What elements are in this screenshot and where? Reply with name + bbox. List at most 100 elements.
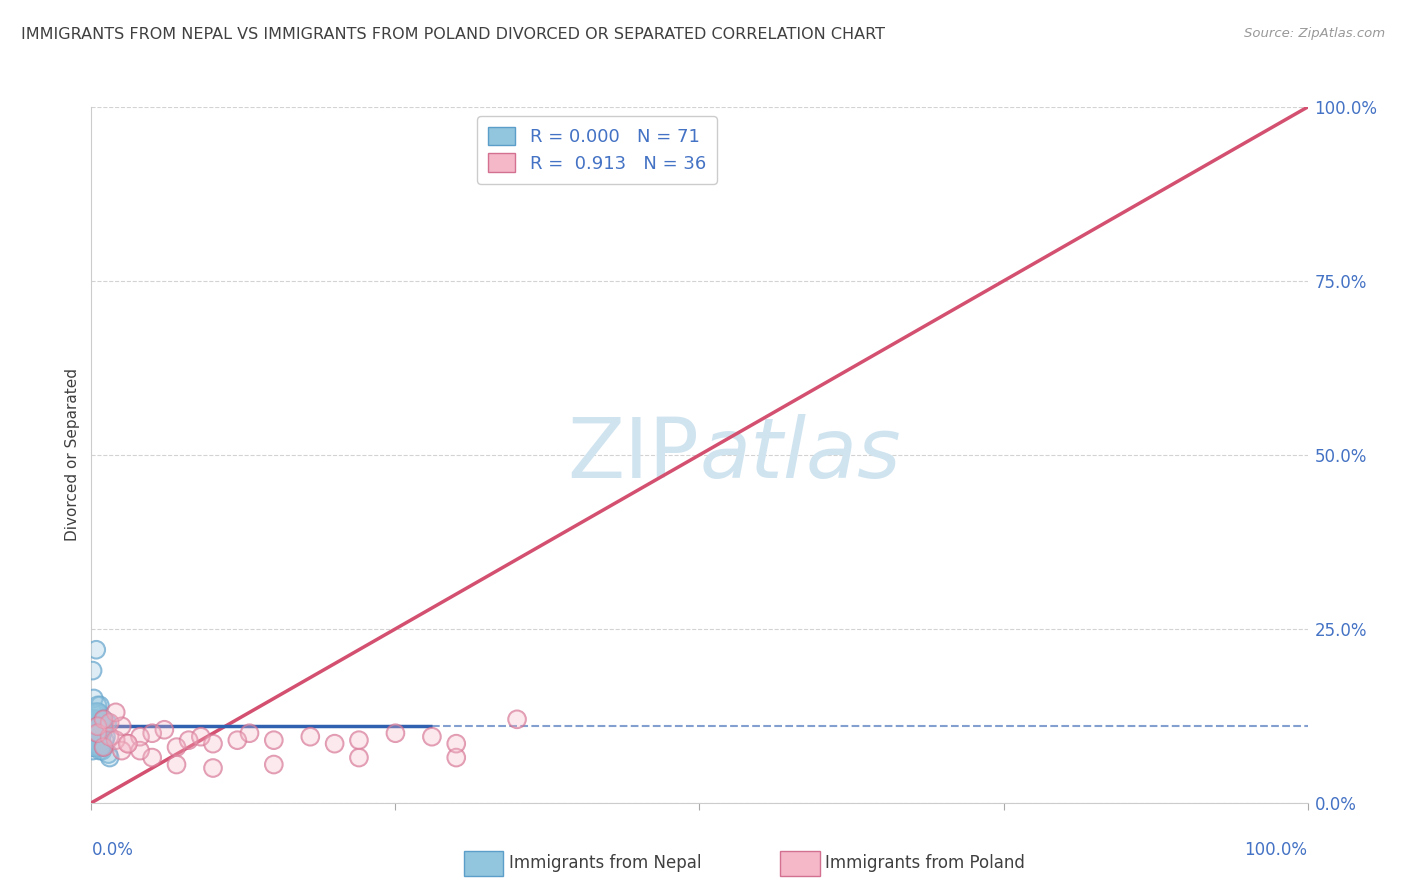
Point [384,726,406,740]
Point [91,726,114,740]
Point [93,712,115,726]
Point [98,730,121,744]
Point [89,698,111,713]
Point [299,730,322,744]
Point [83,733,105,747]
Point [86,706,108,720]
Point [86,730,108,744]
Point [84,733,107,747]
Point [117,737,139,751]
Point [96,715,118,730]
Point [89,740,111,755]
Point [190,730,212,744]
Point [93,740,115,755]
Point [84,737,107,751]
Point [506,712,529,726]
Point [91,719,114,733]
Point [89,744,111,758]
Point [83,726,105,740]
Point [347,733,370,747]
Point [90,719,112,733]
Point [87,726,110,740]
Point [238,726,260,740]
Point [111,719,134,733]
Point [166,740,188,755]
Point [82,706,104,720]
Point [89,712,111,726]
Point [90,733,112,747]
Point [83,726,105,740]
Point [84,719,107,733]
Point [104,733,127,747]
Point [83,740,105,755]
Point [90,733,112,747]
Point [84,715,107,730]
Point [84,719,107,733]
Point [89,712,111,726]
Point [153,723,176,737]
Point [82,740,104,755]
Point [84,719,107,733]
Point [89,744,111,758]
Point [444,750,467,764]
Point [82,726,104,740]
Point [129,744,152,758]
Point [129,744,152,758]
Point [86,719,108,733]
Point [82,706,104,720]
Point [84,719,107,733]
Point [83,740,105,755]
Point [91,712,114,726]
Point [87,737,110,751]
Point [84,733,107,747]
Point [83,726,105,740]
Point [91,726,114,740]
Point [90,740,112,755]
Point [104,733,127,747]
Point [444,737,467,751]
Point [86,719,108,733]
Point [91,712,114,726]
Point [226,733,249,747]
Y-axis label: Divorced or Separated: Divorced or Separated [65,368,80,541]
Point [91,719,114,733]
Point [83,691,105,706]
Point [177,733,200,747]
Point [166,757,188,772]
Point [98,715,121,730]
Point [94,730,117,744]
Point [93,712,115,726]
Point [90,719,112,733]
Point [86,726,108,740]
Point [153,723,176,737]
Point [89,723,111,737]
Point [93,712,115,726]
Point [90,740,112,755]
Point [141,726,163,740]
Point [347,733,370,747]
Point [89,733,111,747]
Point [80,719,103,733]
Point [141,750,163,764]
Point [323,737,346,751]
Point [90,730,112,744]
Point [263,733,285,747]
Point [82,726,104,740]
Point [117,737,139,751]
Point [347,750,370,764]
Point [87,706,110,720]
Point [91,744,114,758]
Point [84,642,107,657]
Point [84,642,107,657]
Point [86,726,108,740]
Point [111,719,134,733]
Point [83,726,105,740]
Point [84,733,107,747]
Point [323,737,346,751]
Text: ZIP: ZIP [568,415,699,495]
Point [82,726,104,740]
Point [117,737,139,751]
Point [84,733,107,747]
Point [94,730,117,744]
Point [94,733,117,747]
